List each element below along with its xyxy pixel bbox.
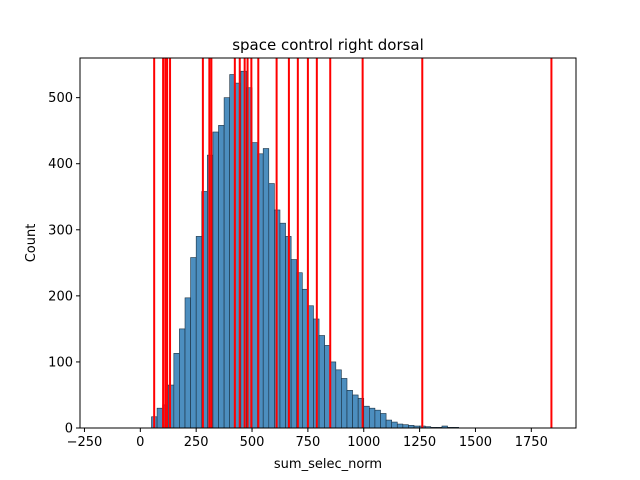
histogram-bar [195,236,203,429]
histogram-bar [341,378,348,429]
x-axis-label: sum_selec_norm [274,457,382,472]
x-tick-label: −250 [67,435,103,450]
plot-frame [79,57,577,429]
histogram-bar [223,97,230,429]
x-tick-label: 750 [295,435,320,450]
y-tick-label: 100 [48,355,73,370]
x-axis-ticks: −250 0 250 500 750 1000 1250 1500 1750 [67,428,548,450]
histogram-bar [290,259,298,429]
histogram-bar [396,423,404,429]
histogram-bar [318,335,325,429]
y-tick-label: 500 [48,91,73,106]
y-tick-label: 0 [65,422,73,437]
histogram-bar [262,148,270,429]
y-tick-label: 400 [48,157,73,172]
histogram-bar [346,390,353,429]
histogram-bar [173,353,180,429]
histogram-bar [212,131,219,429]
histogram-bar [179,328,186,429]
y-axis-ticks: 0 100 200 300 400 500 [48,91,80,437]
y-axis-label: Count [24,224,39,263]
histogram-bar [380,413,387,429]
histogram-bar [218,125,225,429]
histogram-bar [268,183,275,429]
histogram-bar [363,405,370,429]
histogram-bar [335,369,342,429]
chart-title: space control right dorsal [232,36,424,54]
x-tick-label: 1750 [515,435,548,450]
x-tick-label: 1500 [459,435,492,450]
y-tick-label: 300 [48,223,73,238]
histogram-bar [279,222,286,429]
histogram-bar [156,407,163,429]
histogram-bars [151,70,460,429]
x-tick-label: 1000 [347,435,380,450]
histogram-bar [369,407,376,429]
histogram-bar [251,142,258,429]
y-tick-label: 200 [48,289,73,304]
histogram-bar [385,419,392,429]
histogram-bar [184,297,191,429]
x-tick-label: 500 [240,435,265,450]
red-vertical-lines [153,58,553,428]
x-tick-label: 0 [136,435,144,450]
histogram-bar [190,257,197,429]
histogram-bar [352,394,359,429]
x-tick-label: 1250 [403,435,436,450]
histogram-bar [391,421,398,429]
histogram-bar [374,409,381,429]
x-tick-label: 250 [184,435,209,450]
